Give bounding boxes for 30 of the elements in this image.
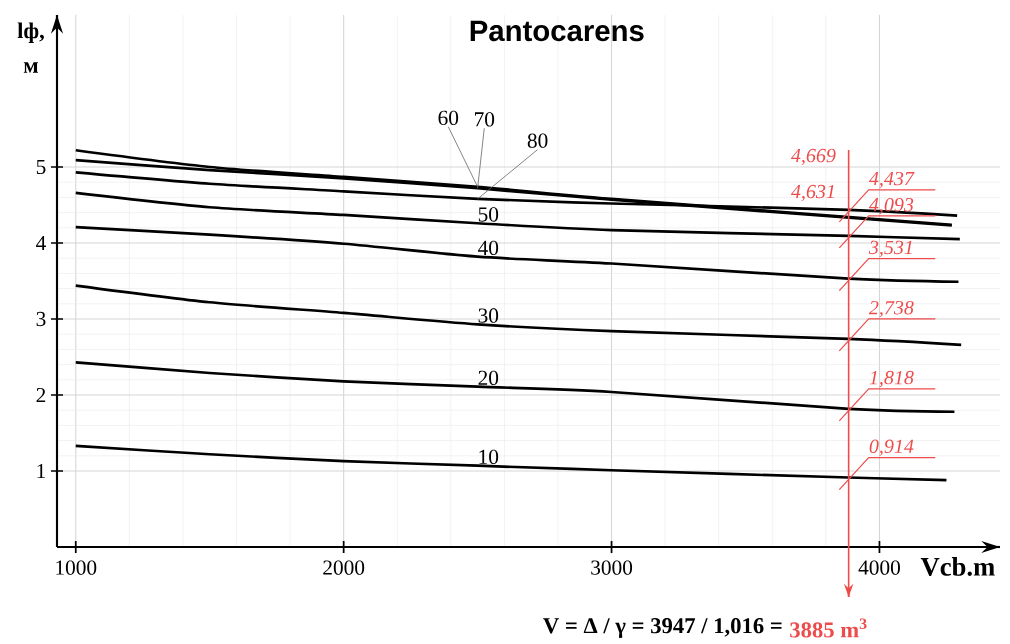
x-tick-label: 3000	[591, 560, 633, 575]
chart-title: Pantocarens	[470, 20, 644, 42]
y-tick-label: 2	[36, 387, 46, 403]
text: 60	[438, 110, 459, 126]
text: 80	[527, 133, 548, 148]
series-label: 20	[478, 370, 499, 386]
text: V = Δ / γ = 3947 / 1,016 =	[543, 618, 782, 638]
annotation: 4,093	[868, 197, 914, 215]
y-tick-label: 3	[36, 311, 46, 327]
annotation: 3,531	[868, 240, 912, 258]
series-label: 10	[479, 449, 499, 465]
annotation: 4,631	[790, 184, 834, 202]
series-label: 50	[478, 207, 499, 222]
y-tick-label: 1	[37, 463, 46, 479]
x-tick-label: 1000	[56, 560, 97, 575]
annotation: 1,818	[869, 370, 914, 388]
y-axis-title: lф, м	[17, 22, 44, 73]
annotation: 4,437	[868, 171, 915, 189]
annotation: 4,669	[790, 148, 836, 166]
y-tick-label: 5	[36, 159, 46, 175]
y-tick-label: 4	[36, 235, 46, 251]
x-tick-label: 4000	[858, 560, 900, 575]
x-axis-title: Vcb.m	[920, 557, 995, 576]
text: 70	[475, 112, 495, 127]
text: 3885 m$^{3}$	[790, 618, 867, 638]
annotation: 2,738	[868, 300, 914, 318]
x-tick-label: 2000	[323, 560, 365, 575]
series-label: 40	[478, 240, 499, 256]
series-label: 30	[478, 308, 499, 323]
annotation: 0,914	[869, 439, 914, 456]
